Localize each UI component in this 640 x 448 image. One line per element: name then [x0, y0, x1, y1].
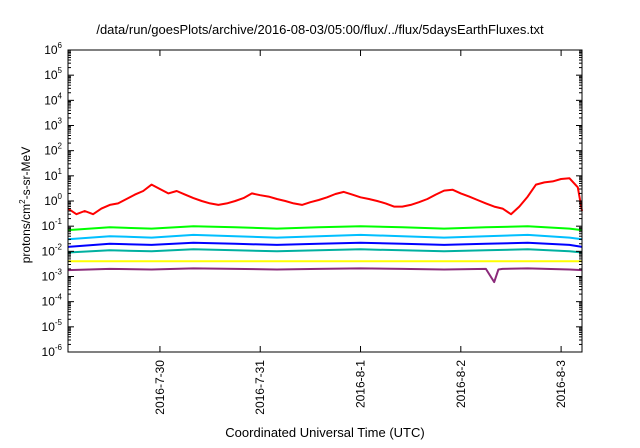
- y-tick-label: 103: [44, 117, 62, 133]
- series-line-4: [67, 241, 583, 248]
- x-tick-label: 2016-7-31: [253, 360, 267, 415]
- series-line-1: [67, 177, 583, 216]
- x-tick-label: 2016-8-2: [454, 360, 468, 408]
- y-tick-label: 10-5: [42, 318, 63, 334]
- y-tick-label: 101: [44, 167, 62, 183]
- y-tick-label: 106: [44, 41, 62, 57]
- x-tick-label: 2016-7-30: [153, 360, 167, 415]
- y-tick-label: 104: [44, 91, 62, 107]
- x-tick-label: 2016-8-1: [354, 360, 368, 408]
- plot-lines: [67, 177, 583, 284]
- x-axis-label: Coordinated Universal Time (UTC): [225, 425, 425, 440]
- y-tick-label: 10-4: [42, 293, 63, 309]
- series-line-5: [67, 248, 583, 254]
- x-tick-label: 2016-8-3: [554, 360, 568, 408]
- y-tick-label: 10-6: [42, 343, 63, 359]
- y-tick-label: 10-2: [42, 242, 63, 258]
- series-line-7: [67, 267, 583, 284]
- y-axis-label: protons/cm2-s-sr-MeV: [18, 146, 33, 264]
- y-tick-label: 102: [44, 142, 62, 158]
- y-tick-label: 100: [44, 192, 62, 208]
- plot-frame: [67, 49, 583, 353]
- y-tick-label: 10-3: [42, 268, 63, 284]
- series-line-2: [67, 225, 583, 232]
- y-tick-label: 105: [44, 66, 62, 82]
- series-line-3: [67, 233, 583, 241]
- chart-title: /data/run/goesPlots/archive/2016-08-03/0…: [96, 22, 544, 37]
- y-tick-label: 10-1: [42, 217, 63, 233]
